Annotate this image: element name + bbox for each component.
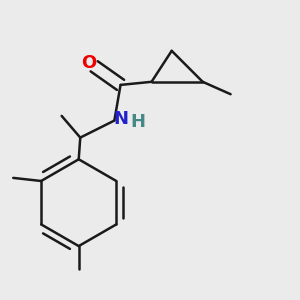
Text: H: H — [130, 113, 145, 131]
Text: O: O — [81, 54, 96, 72]
Text: N: N — [113, 110, 128, 128]
